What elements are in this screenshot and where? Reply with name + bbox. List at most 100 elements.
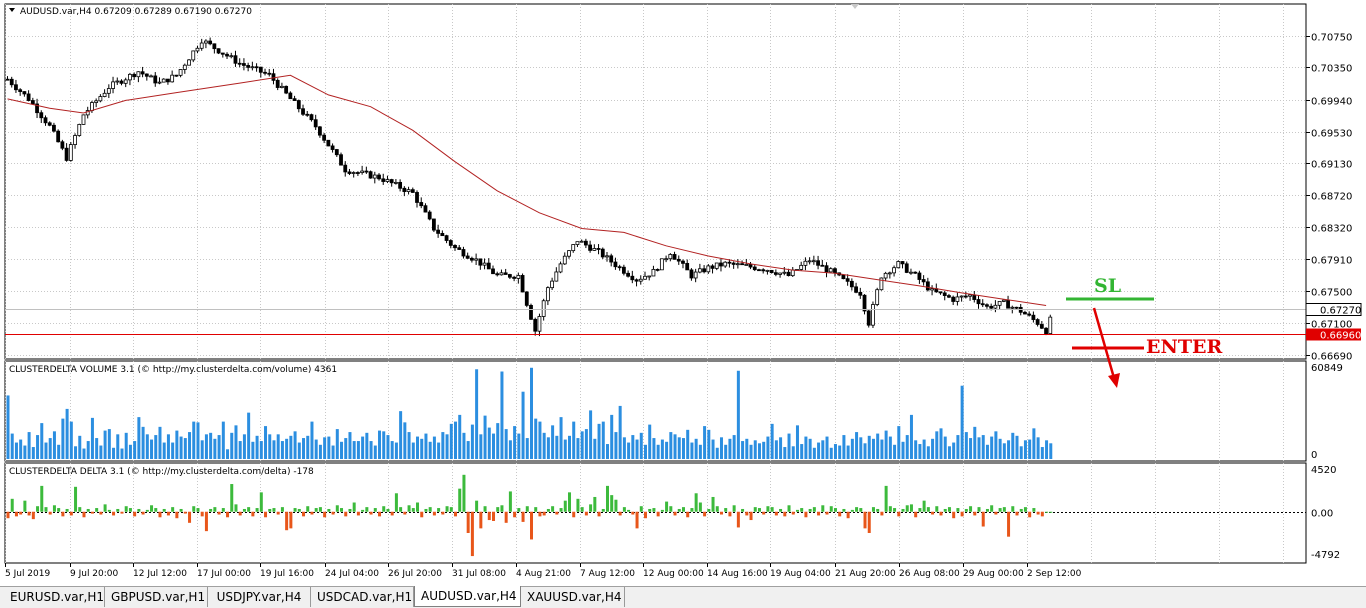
candle-body: [144, 73, 149, 77]
candle-body: [980, 303, 985, 306]
volume-bar: [686, 429, 690, 459]
candle-body: [685, 262, 690, 271]
candle-body: [562, 255, 567, 265]
delta-bar-negative: [846, 511, 850, 519]
delta-bar-positive: [753, 507, 757, 512]
volume-bar: [52, 431, 56, 459]
candle-body: [571, 244, 576, 252]
delta-bar-negative: [530, 511, 533, 540]
candle-body: [106, 88, 111, 94]
candle-body: [575, 241, 580, 245]
delta-bar-positive: [829, 506, 833, 512]
candle-body: [115, 80, 120, 83]
volume-bar: [850, 438, 854, 459]
volume-bar: [572, 421, 576, 459]
volume-bar: [112, 447, 116, 459]
volume-bar: [762, 441, 766, 459]
delta-bar-positive: [124, 506, 128, 512]
volume-bar: [707, 429, 711, 459]
volume-bar: [631, 435, 635, 459]
candle-body: [740, 263, 744, 266]
volume-bar: [753, 440, 757, 459]
candle-body: [132, 73, 137, 78]
candle-body: [47, 122, 52, 126]
volume-bar: [390, 441, 394, 459]
delta-bar-positive: [10, 498, 14, 512]
delta-bar-positive: [318, 507, 322, 512]
price-axis-label: 0.69530: [1311, 129, 1352, 140]
delta-bar-positive: [23, 500, 27, 512]
delta-bar-positive: [977, 507, 981, 512]
volume-bar: [141, 426, 145, 459]
delta-bar-negative: [686, 511, 690, 518]
volume-bar: [428, 441, 432, 459]
tab-usdjpy[interactable]: USDJPY.var,H4: [208, 587, 311, 607]
delta-bar-positive: [230, 484, 234, 512]
chart-canvas[interactable]: 0.70750 0.70350 0.69940 0.69530 0.69130 0.687…: [0, 0, 1366, 586]
candle-body: [22, 91, 27, 95]
delta-bar-negative: [390, 511, 394, 516]
candle-body: [364, 170, 369, 173]
candle-body: [765, 269, 770, 272]
delta-bar-positive: [1023, 507, 1027, 512]
volume-bar: [719, 437, 723, 459]
delta-bar-negative: [939, 511, 943, 516]
volume-bar: [660, 439, 664, 459]
delta-bar-positive: [969, 506, 973, 512]
candle-body: [600, 248, 605, 258]
volume-bar: [838, 445, 842, 459]
tab-usdcad[interactable]: USDCAD.var,H1: [311, 587, 414, 607]
volume-bar: [454, 421, 458, 459]
down-arrow-icon: [1108, 373, 1120, 388]
tab-audusd[interactable]: AUDUSD.var,H4: [414, 586, 521, 607]
volume-bar: [331, 445, 335, 459]
delta-bar-positive: [614, 499, 618, 512]
delta-bar-positive: [213, 507, 217, 512]
delta-bar-positive: [1002, 507, 1006, 512]
candle-body: [123, 79, 128, 84]
delta-bar-negative: [572, 511, 576, 518]
tab-eurusd[interactable]: EURUSD.var,H1: [4, 587, 105, 607]
delta-bar-positive: [386, 508, 390, 512]
delta-bar-positive: [449, 507, 453, 512]
volume-bar: [356, 441, 360, 459]
volume-bar: [479, 434, 483, 459]
volume-bar: [496, 423, 500, 459]
volume-bar: [458, 414, 462, 459]
candle-body: [242, 63, 246, 66]
candle-body: [30, 100, 35, 105]
tab-xauusd[interactable]: XAUUSD.var,H4: [521, 587, 625, 607]
candle-body: [330, 145, 335, 150]
volume-axis-max: 60849: [1311, 363, 1343, 374]
candle-body: [917, 272, 922, 280]
price-axis-label: 0.68720: [1311, 192, 1352, 203]
delta-bar-positive: [567, 492, 571, 512]
candle-body: [377, 174, 381, 180]
volume-bar: [335, 429, 339, 459]
candle-body: [731, 262, 736, 265]
candle-body: [326, 139, 331, 147]
delta-bar-negative: [238, 511, 242, 516]
volume-bar: [931, 438, 935, 459]
delta-bar-positive: [242, 508, 246, 512]
candle-body: [828, 268, 833, 273]
candle-body: [520, 275, 525, 293]
candle-body: [191, 50, 196, 61]
tab-gbpusd[interactable]: GBPUSD.var,H1: [105, 587, 208, 607]
delta-bar-positive: [74, 486, 78, 512]
volume-bar: [757, 443, 761, 459]
volume-bar: [293, 431, 297, 459]
delta-bar-positive: [694, 493, 698, 512]
delta-bar-negative: [749, 511, 753, 521]
delta-bar-negative: [762, 511, 766, 515]
candle-body: [567, 250, 571, 257]
volume-bar: [1019, 446, 1023, 459]
dropdown-arrow-icon[interactable]: [9, 8, 15, 12]
volume-bar: [445, 434, 449, 459]
volume-bar: [542, 432, 546, 459]
candle-body: [271, 73, 276, 81]
volume-bar: [188, 432, 192, 459]
time-axis-label: 19 Jul 16:00: [260, 569, 314, 579]
candle-body: [976, 299, 981, 305]
